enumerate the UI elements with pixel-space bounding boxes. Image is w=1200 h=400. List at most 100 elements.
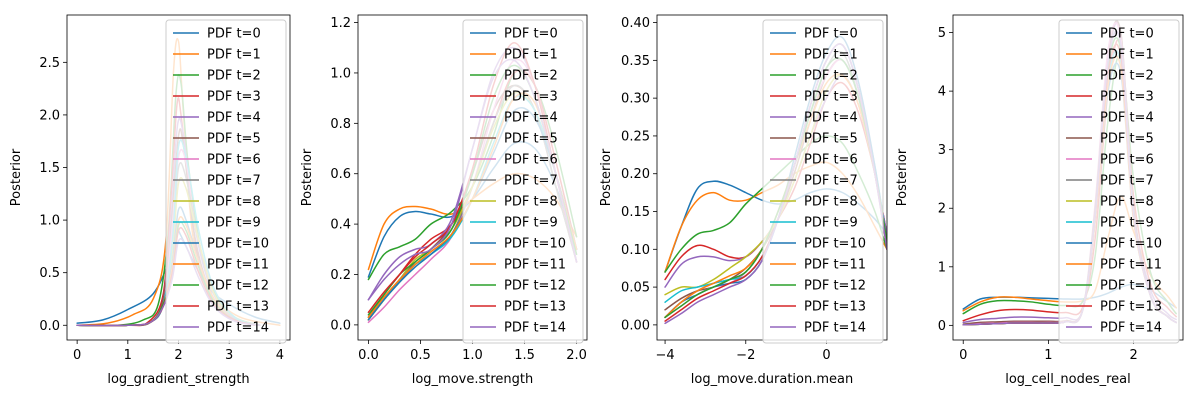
legend-entry: PDF t=10 — [804, 237, 866, 252]
y-tick-label: 0.15 — [621, 205, 650, 220]
legend-entry: PDF t=3 — [804, 90, 858, 105]
x-tick-label: 0 — [822, 348, 830, 363]
legend-entry: PDF t=1 — [1100, 48, 1154, 63]
y-tick-label: 1.0 — [39, 214, 60, 229]
y-tick-label: 0.05 — [621, 281, 650, 296]
y-tick-label: 0.00 — [621, 318, 650, 333]
y-tick-label: 5 — [938, 26, 946, 41]
y-tick-label: 0.20 — [621, 167, 650, 182]
legend-entry: PDF t=1 — [207, 48, 261, 63]
legend-entry: PDF t=12 — [207, 279, 269, 294]
legend-entry: PDF t=9 — [207, 216, 261, 231]
x-tick-label: 2 — [174, 348, 182, 363]
x-tick-label: 2 — [1129, 348, 1137, 363]
x-tick-label: −4 — [655, 348, 674, 363]
y-tick-label: 0.40 — [621, 16, 650, 31]
y-tick-label: 1.2 — [330, 16, 351, 31]
legend-entry: PDF t=7 — [804, 174, 858, 189]
legend-entry: PDF t=3 — [504, 90, 558, 105]
y-tick-label: 0.2 — [330, 268, 351, 283]
y-tick-label: 1.0 — [330, 66, 351, 81]
y-tick-label: 2.0 — [39, 108, 60, 123]
legend-entry: PDF t=11 — [207, 258, 269, 273]
y-axis-label: Posterior — [895, 148, 910, 206]
legend-entry: PDF t=5 — [1100, 132, 1154, 147]
legend-entry: PDF t=11 — [1100, 258, 1162, 273]
legend-entry: PDF t=10 — [504, 237, 566, 252]
legend-entry: PDF t=5 — [804, 132, 858, 147]
y-tick-label: 2 — [938, 202, 946, 217]
legend-entry: PDF t=6 — [1100, 153, 1154, 168]
legend-entry: PDF t=0 — [207, 27, 261, 42]
legend-box — [462, 19, 584, 344]
y-tick-label: 0.4 — [330, 218, 351, 233]
x-tick-label: 1 — [124, 348, 132, 363]
subplot-3: −4 −2 0 0.00 0.05 0.10 0.15 0.20 0.25 0.30 0.35 0.4… — [599, 14, 888, 387]
y-tick-label: 1 — [938, 260, 946, 275]
legend-box — [762, 19, 884, 344]
y-tick-label: 4 — [938, 85, 946, 100]
x-tick-label: 1 — [1044, 348, 1052, 363]
legend-entry: PDF t=2 — [804, 69, 858, 84]
y-tick-label: 1.5 — [39, 161, 60, 176]
legend-entry: PDF t=14 — [804, 321, 866, 336]
legend-entry: PDF t=4 — [207, 111, 261, 126]
y-tick-label: 0 — [938, 319, 946, 334]
legend-entry: PDF t=7 — [207, 174, 261, 189]
legend-entry: PDF t=4 — [1100, 111, 1154, 126]
subplot-1: 0 1 2 3 4 0.0 0.5 1.0 1.5 2.0 2.5 log_gradient_stre… — [9, 14, 291, 387]
x-tick-label: 0 — [73, 348, 81, 363]
legend-entry: PDF t=9 — [504, 216, 558, 231]
legend-entry: PDF t=6 — [207, 153, 261, 168]
legend-entry: PDF t=10 — [1100, 237, 1162, 252]
x-tick-label: 1.5 — [514, 348, 535, 363]
legend-entry: PDF t=13 — [804, 300, 866, 315]
x-tick-label: 0.0 — [358, 348, 379, 363]
legend-entry: PDF t=3 — [1100, 90, 1154, 105]
y-axis-label: Posterior — [300, 148, 315, 206]
legend-entry: PDF t=5 — [504, 132, 558, 147]
legend: PDF t=0 PDF t=1 PDF t=2 PDF t=3 PDF t=4 PDF t… — [165, 19, 287, 344]
legend-entry: PDF t=8 — [1100, 195, 1154, 210]
legend-entry: PDF t=14 — [504, 321, 566, 336]
legend-entry: PDF t=8 — [207, 195, 261, 210]
y-axis-label: Posterior — [9, 148, 24, 206]
legend-entry: PDF t=11 — [504, 258, 566, 273]
x-tick-label: −2 — [736, 348, 755, 363]
legend-entry: PDF t=6 — [804, 153, 858, 168]
x-axis-label: log_cell_nodes_real — [1005, 372, 1131, 387]
legend-entry: PDF t=2 — [504, 69, 558, 84]
legend-entry: PDF t=0 — [804, 27, 858, 42]
legend-entry: PDF t=0 — [504, 27, 558, 42]
y-tick-label: 0.0 — [39, 319, 60, 334]
y-tick-label: 0.5 — [39, 266, 60, 281]
subplot-2: 0.0 0.5 1.0 1.5 2.0 0.0 0.2 0.4 0.6 0.8 1.0 1.2 log_… — [300, 14, 588, 387]
y-tick-label: 0.30 — [621, 92, 650, 107]
legend-entry: PDF t=10 — [207, 237, 269, 252]
x-tick-label: 2.0 — [566, 348, 587, 363]
x-tick-label: 3 — [225, 348, 233, 363]
legend-entry: PDF t=7 — [504, 174, 558, 189]
legend-entry: PDF t=12 — [1100, 279, 1162, 294]
x-tick-label: 4 — [276, 348, 284, 363]
legend: PDF t=0 PDF t=1 PDF t=2 PDF t=3 PDF t=4 PDF t… — [1058, 19, 1180, 344]
legend-entry: PDF t=14 — [207, 321, 269, 336]
x-tick-label: 1.0 — [462, 348, 483, 363]
legend-entry: PDF t=0 — [1100, 27, 1154, 42]
legend: PDF t=0 PDF t=1 PDF t=2 PDF t=3 PDF t=4 PDF t… — [462, 19, 584, 344]
legend-entry: PDF t=12 — [504, 279, 566, 294]
legend-entry: PDF t=8 — [504, 195, 558, 210]
legend-entry: PDF t=8 — [804, 195, 858, 210]
legend-entry: PDF t=13 — [504, 300, 566, 315]
legend-entry: PDF t=6 — [504, 153, 558, 168]
y-tick-label: 0.6 — [330, 167, 351, 182]
legend-entry: PDF t=14 — [1100, 321, 1162, 336]
legend-entry: PDF t=11 — [804, 258, 866, 273]
x-axis-label: log_move.duration.mean — [691, 372, 853, 387]
y-tick-label: 0.25 — [621, 129, 650, 144]
x-axis-label: log_gradient_strength — [107, 372, 249, 387]
subplot-4: 0 1 2 0 1 2 3 4 5 log_cell_nodes_real Posterior PDF… — [895, 14, 1184, 387]
legend-entry: PDF t=13 — [1100, 300, 1162, 315]
legend-box — [1058, 19, 1180, 344]
legend-entry: PDF t=1 — [804, 48, 858, 63]
